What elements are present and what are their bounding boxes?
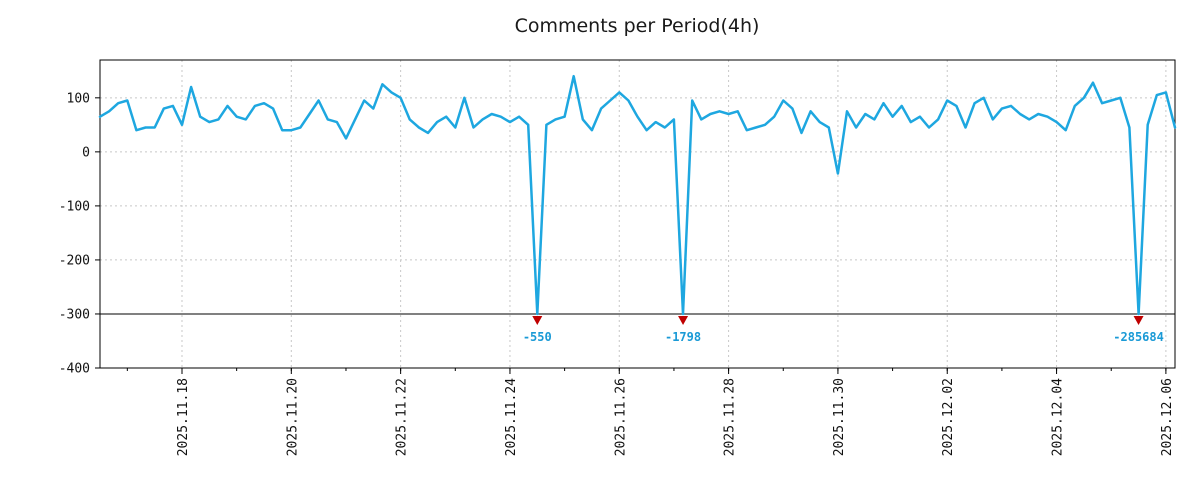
y-tick-label: 100 — [67, 91, 90, 106]
spike-annotations: -550 -1798 -285684 — [523, 315, 1164, 344]
x-tick-label: 2025.11.28 — [723, 378, 738, 456]
x-axis: 2025.11.18 2025.11.20 2025.11.22 2025.11.24… — [126, 368, 1175, 456]
y-tick-label: 0 — [82, 145, 90, 160]
series-line — [98, 74, 1177, 316]
y-axis: 100 0 -100 -200 -300 -400 — [59, 91, 100, 377]
x-tick-label: 2025.11.24 — [504, 378, 519, 456]
y-tick-label: -200 — [59, 253, 90, 268]
y-tick-label: -400 — [59, 362, 90, 377]
spike-label: -550 — [523, 330, 552, 344]
x-tick-label: 2025.11.20 — [285, 378, 300, 456]
x-tick-label: 2025.12.06 — [1160, 378, 1175, 456]
y-tick-label: -100 — [59, 199, 90, 214]
chart-title: Comments per Period(4h) — [515, 15, 760, 37]
spike-marker — [678, 315, 689, 325]
x-tick-label: 2025.11.18 — [176, 378, 191, 456]
gridlines — [100, 60, 1175, 369]
spike-label: -1798 — [665, 330, 701, 344]
spike-marker — [1133, 315, 1144, 325]
spike-label: -285684 — [1113, 330, 1164, 344]
y-tick-label: -300 — [59, 307, 90, 322]
x-tick-label: 2025.12.02 — [941, 378, 956, 456]
x-tick-label: 2025.11.22 — [395, 378, 410, 456]
plot-frame — [99, 59, 1176, 369]
x-tick-label: 2025.12.04 — [1051, 378, 1066, 456]
x-tick-label: 2025.11.30 — [832, 378, 847, 456]
spike-marker — [532, 315, 543, 325]
x-tick-label: 2025.11.26 — [613, 378, 628, 456]
